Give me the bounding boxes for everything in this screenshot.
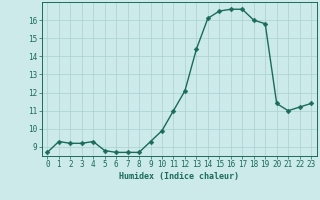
X-axis label: Humidex (Indice chaleur): Humidex (Indice chaleur) (119, 172, 239, 181)
